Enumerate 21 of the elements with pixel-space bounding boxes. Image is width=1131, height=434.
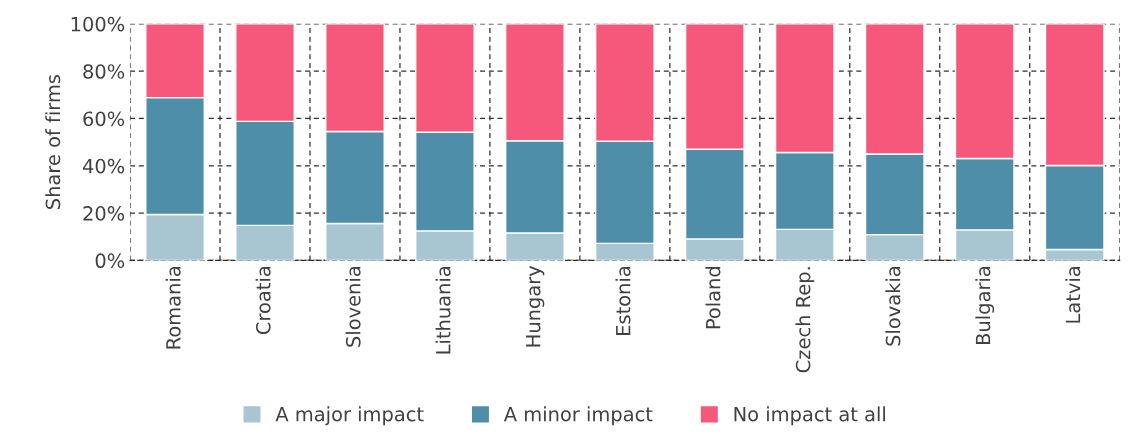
y-tick-label: 80% bbox=[83, 64, 125, 79]
x-tick-label: Croatia bbox=[255, 267, 271, 335]
y-axis-title: Share of firms bbox=[45, 74, 61, 209]
legend-label: A major impact bbox=[275, 406, 424, 426]
x-tick-label: Poland bbox=[705, 267, 721, 329]
y-tick-label: 60% bbox=[83, 111, 125, 127]
y-tick-label: 100% bbox=[71, 16, 125, 32]
x-tick-label: Czech Rep. bbox=[795, 267, 815, 373]
x-tick-label: Lithuania bbox=[435, 267, 451, 354]
y-tick-label: 0% bbox=[95, 253, 125, 269]
x-tick-label: Estonia bbox=[615, 267, 631, 335]
y-tick-label: 40% bbox=[82, 158, 125, 174]
x-tick-label: Slovakia bbox=[885, 267, 901, 346]
x-tick-label: Bulgaria bbox=[975, 267, 995, 344]
x-tick-label: Latvia bbox=[1065, 267, 1081, 323]
legend-label: A minor impact bbox=[503, 406, 653, 426]
x-tick-label: Slovenia bbox=[345, 267, 361, 347]
x-tick-label: Hungary bbox=[526, 265, 545, 347]
legend-label: No impact at all bbox=[734, 406, 885, 426]
y-tick-label: 20% bbox=[83, 206, 125, 221]
x-tick-label: Romania bbox=[165, 267, 181, 349]
